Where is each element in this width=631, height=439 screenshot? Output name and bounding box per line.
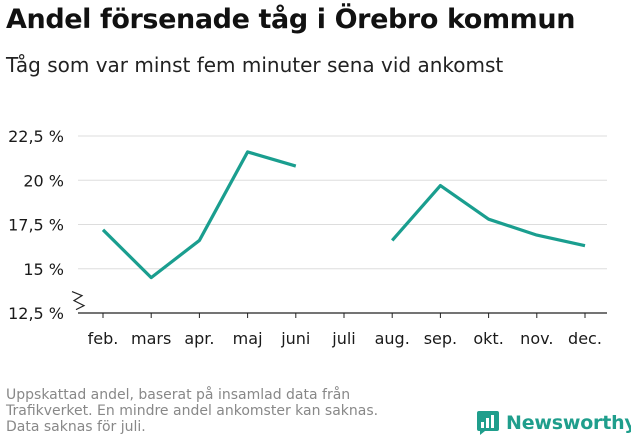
y-tick-label: 12,5 %	[8, 304, 64, 323]
x-tick-label: juli	[331, 329, 355, 348]
y-tick-label: 17,5 %	[8, 216, 64, 235]
x-tick-label: mars	[131, 329, 171, 348]
x-tick-label: juni	[280, 329, 310, 348]
brand-logo: Newsworthy	[476, 409, 631, 437]
x-tick-label: maj	[233, 329, 263, 348]
y-tick-label: 22,5 %	[8, 127, 64, 146]
chart-title: Andel försenade tåg i Örebro kommun	[6, 4, 576, 35]
x-tick-label: feb.	[88, 329, 119, 348]
x-tick-label: aug.	[375, 329, 410, 348]
y-tick-label: 20 %	[23, 171, 64, 190]
footnote-line-2: Trafikverket. En mindre andel ankomster …	[6, 403, 379, 419]
brand-name: Newsworthy	[506, 412, 631, 434]
series-line	[101, 150, 297, 280]
footnote-line-1: Uppskattad andel, baserat på insamlad da…	[6, 387, 351, 403]
x-tick-label: nov.	[520, 329, 553, 348]
x-tick-label: sep.	[424, 329, 457, 348]
footnote: Uppskattad andel, baserat på insamlad da…	[6, 387, 446, 435]
chart-subtitle: Tåg som var minst fem minuter sena vid a…	[6, 53, 504, 77]
x-tick-label: dec.	[568, 329, 602, 348]
newsworthy-logo-icon	[477, 411, 499, 435]
footnote-line-3: Data saknas för juli.	[6, 419, 146, 435]
series-line	[390, 183, 586, 248]
axis-break-icon	[71, 291, 86, 311]
x-tick-label: okt.	[473, 329, 503, 348]
x-tick-label: apr.	[184, 329, 214, 348]
y-tick-label: 15 %	[23, 260, 64, 279]
